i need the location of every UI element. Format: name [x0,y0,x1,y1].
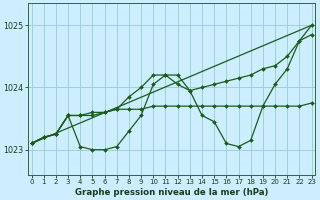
X-axis label: Graphe pression niveau de la mer (hPa): Graphe pression niveau de la mer (hPa) [75,188,268,197]
